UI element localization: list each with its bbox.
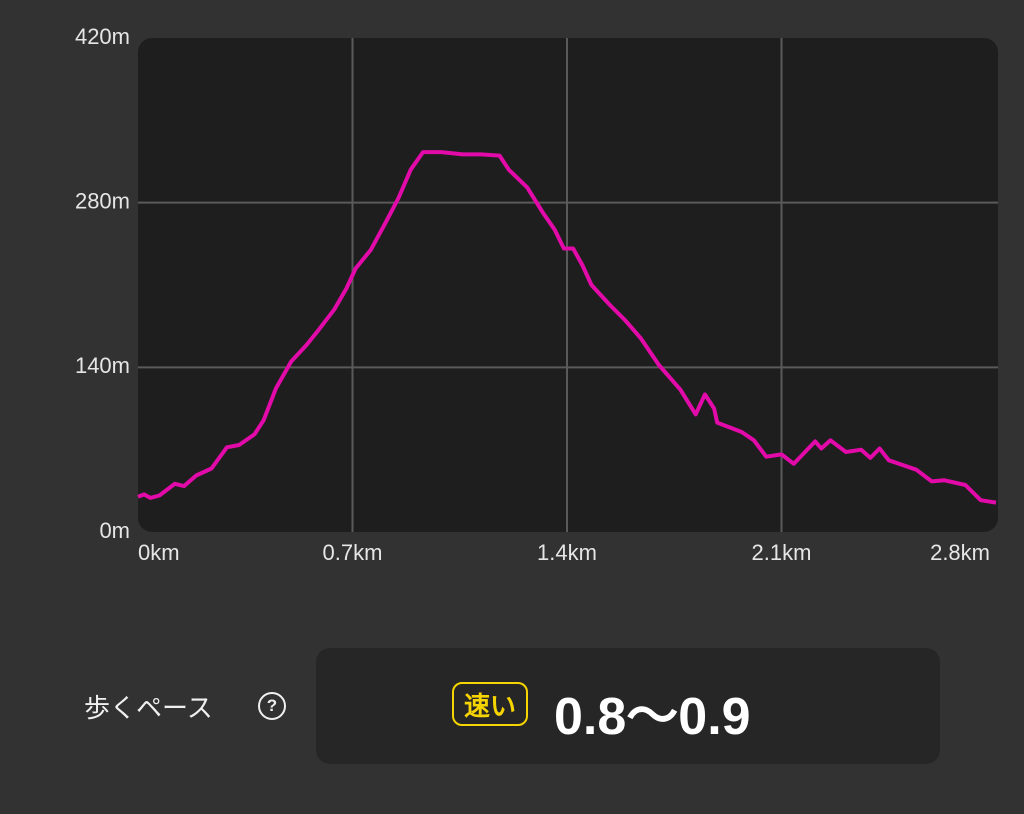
- help-button[interactable]: ?: [258, 692, 286, 720]
- y-tick-label: 140m: [75, 353, 130, 378]
- y-tick-label: 0m: [99, 518, 130, 543]
- x-tick-label: 2.1km: [752, 540, 812, 565]
- x-tick-label: 1.4km: [537, 540, 597, 565]
- x-tick-label: 0.7km: [323, 540, 383, 565]
- x-tick-label: 2.8km: [930, 540, 990, 565]
- pace-value: 0.8～0.9: [554, 688, 751, 746]
- pace-label: 歩くペース: [84, 693, 213, 723]
- elevation-line: [137, 150, 997, 505]
- pace-badge: 速い: [452, 682, 528, 726]
- y-tick-label: 420m: [75, 24, 130, 49]
- x-tick-label: 0km: [138, 540, 180, 565]
- elevation-chart: 0m 140m 280m 420m 0km 0.7km 1.4km 2.1km 2.8km: [75, 24, 998, 565]
- pace-panel: 速い 0.8～0.9: [316, 648, 940, 764]
- y-tick-label: 280m: [75, 188, 130, 213]
